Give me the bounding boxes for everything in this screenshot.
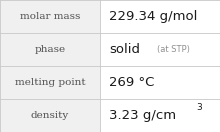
Bar	[0, 99, 100, 132]
Text: 3: 3	[196, 103, 202, 112]
Text: 269 °C: 269 °C	[109, 76, 154, 89]
Text: (at STP): (at STP)	[157, 45, 190, 54]
Bar	[0, 66, 100, 99]
Text: density: density	[31, 111, 69, 120]
Text: 229.34 g/mol: 229.34 g/mol	[109, 10, 197, 23]
Text: molar mass: molar mass	[20, 12, 80, 21]
Text: phase: phase	[35, 45, 66, 54]
Text: 3.23 g/cm: 3.23 g/cm	[109, 109, 176, 122]
Text: melting point: melting point	[15, 78, 85, 87]
Text: solid: solid	[109, 43, 140, 56]
Bar	[0, 33, 100, 66]
Bar	[0, 0, 100, 33]
